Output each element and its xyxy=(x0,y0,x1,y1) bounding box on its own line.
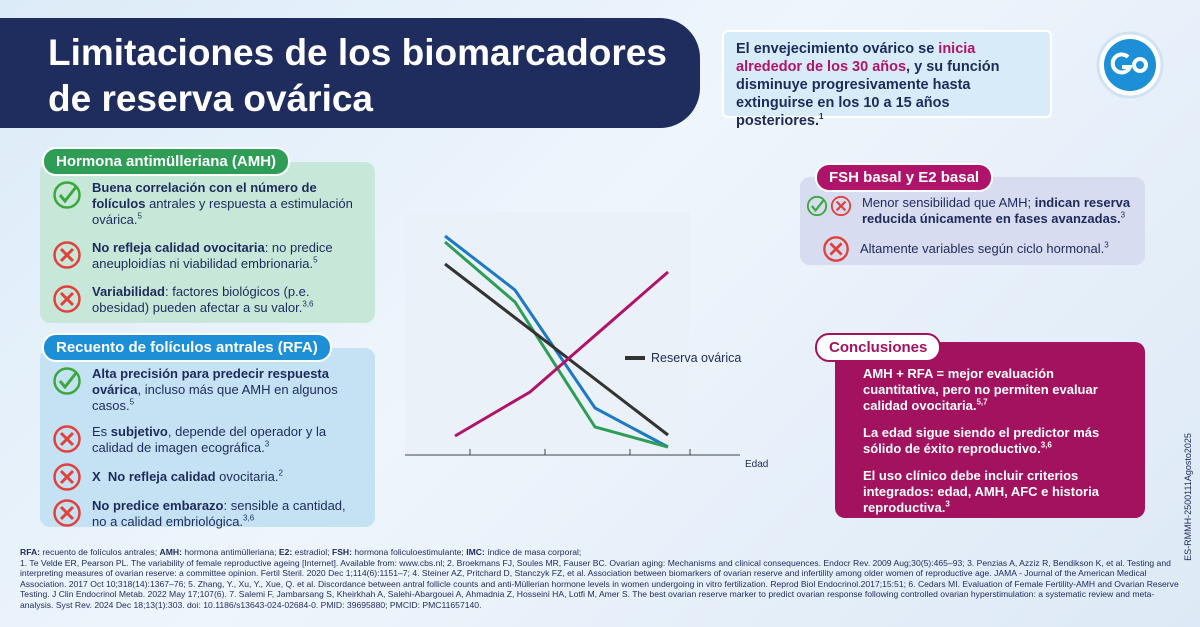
item-text: según ciclo hormonal. xyxy=(974,241,1105,256)
cross-icon xyxy=(830,195,852,217)
check-icon xyxy=(806,195,828,217)
abbr-term: IMC: xyxy=(466,547,485,557)
item-bold: Buena correlación con el número de folíc… xyxy=(92,180,317,211)
rfa-item: No predice embarazo: sensible a cantidad… xyxy=(52,498,361,530)
amh-item: Buena correlación con el número de folíc… xyxy=(52,180,361,228)
item-text: Menor sensibilidad que AMH; xyxy=(862,195,1035,210)
document-code: ES-RMMH-2500111Agosto2025 xyxy=(1183,433,1193,561)
references: 1. Te Velde ER, Pearson PL. The variabil… xyxy=(20,557,1179,610)
check-icon xyxy=(52,180,82,210)
item-bold: No refleja calidad ovocitaria xyxy=(92,240,265,255)
item-text: Altamente variables xyxy=(860,241,975,256)
abbr-def: hormona foliculoestimulante; xyxy=(352,547,467,557)
conclusions-label: Conclusiones xyxy=(815,333,942,362)
item-bold: Alta precisión para predecir respuesta o… xyxy=(92,366,329,397)
cross-icon xyxy=(52,462,82,492)
chart-area xyxy=(405,212,690,455)
conclusion: La edad sigue siendo el predictor más só… xyxy=(863,425,1131,457)
rfa-item: Es subjetivo, depende del operador y la … xyxy=(52,424,361,456)
reference: 3,6 xyxy=(243,513,255,523)
item-text: : no predice aneuploidías ni viabilidad … xyxy=(92,240,333,271)
conclusion: AMH + RFA = mejor evaluación cuantitativ… xyxy=(863,366,1131,414)
item-text: antrales y respuesta a estimulación ovár… xyxy=(92,196,353,227)
cross-icon xyxy=(52,240,82,270)
cross-icon xyxy=(52,424,82,454)
item-text: : factores biológicos (p.e. obesidad) pu… xyxy=(92,284,310,315)
reference: 3 xyxy=(1120,210,1126,220)
reference: 3 xyxy=(945,499,950,509)
schematic-chart: Reserva ovárica Edad xyxy=(405,212,768,470)
item-bold: No refleja calidad xyxy=(107,469,216,484)
conclusion-text: AMH + RFA = mejor evaluación cuantitativ… xyxy=(863,366,1098,413)
abbr-def: estradiol; xyxy=(292,547,332,557)
fsh-label: FSH basal y E2 basal xyxy=(815,163,994,192)
conclusion-text: El uso clínico debe incluir criterios in… xyxy=(863,468,1099,515)
conclusion: El uso clínico debe incluir criterios in… xyxy=(863,468,1131,516)
abbr-def: índice de masa corporal; xyxy=(484,547,582,557)
legend-label: Reserva ovárica xyxy=(651,351,741,365)
fsh-item: Altamente variables según ciclo hormonal… xyxy=(806,235,1133,263)
cross-icon xyxy=(822,235,850,263)
item-bold: subjetivo xyxy=(110,424,168,439)
item-text: , incluso más que AMH en algunos casos. xyxy=(92,382,338,413)
reference: 3,6 xyxy=(302,299,314,309)
trend-line xyxy=(454,270,669,438)
conclusions-box: AMH + RFA = mejor evaluación cuantitativ… xyxy=(835,342,1145,518)
item-bold: indican reserva reducida únicamente en f… xyxy=(862,195,1131,226)
item-bold: Variabilidad xyxy=(92,284,165,299)
check-icon xyxy=(52,366,82,396)
abbr-term: RFA: xyxy=(20,547,41,557)
amh-item: Variabilidad: factores biológicos (p.e. … xyxy=(52,284,361,316)
abbr-def: hormona antimülleriana; xyxy=(181,547,279,557)
trend-line xyxy=(444,262,669,437)
trend-line xyxy=(444,240,669,449)
rfa-item: X No refleja calidad ovocitaria.2 xyxy=(52,462,361,492)
reference: 5 xyxy=(313,255,318,265)
reference: 2 xyxy=(278,468,283,478)
reference: 3 xyxy=(264,439,270,449)
cross-icon xyxy=(52,498,82,528)
reference: 5 xyxy=(137,211,142,221)
reference: 5 xyxy=(129,397,135,407)
x-axis-label: Edad xyxy=(745,459,768,470)
conclusion-text: La edad sigue siendo el predictor más só… xyxy=(863,425,1100,456)
intro-text: , y su función disminuye progresivamente… xyxy=(736,59,1000,129)
rfa-box: Alta precisión para predecir respuesta o… xyxy=(40,348,375,530)
logo xyxy=(1096,31,1164,99)
abbr-term: E2: xyxy=(278,547,293,557)
reference: 1 xyxy=(819,112,824,122)
abbreviations: RFA: recuento de folículos antrales; AMH… xyxy=(20,547,1180,558)
rfa-item: Alta precisión para predecir respuesta o… xyxy=(52,366,361,414)
fsh-item: Menor sensibilidad que AMH; indican rese… xyxy=(806,195,1133,227)
title-banner: Limitaciones de los biomarcadores de res… xyxy=(0,18,700,128)
item-text: : sensible a cantidad, no a calidad embr… xyxy=(92,498,346,529)
item-text: , depende del operador y la calidad de i… xyxy=(92,424,327,455)
amh-item: No refleja calidad ovocitaria: no predic… xyxy=(52,240,361,272)
item-text: ovocitaria. xyxy=(215,469,279,484)
rfa-label: Recuento de folículos antrales (RFA) xyxy=(42,333,332,362)
reference: 3 xyxy=(1104,240,1109,250)
abbr-term: AMH: xyxy=(159,547,182,557)
axis-ticks xyxy=(469,449,691,455)
abbr-def: recuento de folículos antrales; xyxy=(40,547,160,557)
item-bold: X xyxy=(92,469,108,484)
intro-highlight: inicia alrededor de los 30 años xyxy=(736,41,976,75)
intro-box: El envejecimiento ovárico se inicia alre… xyxy=(722,30,1052,129)
item-bold: No predice embarazo xyxy=(92,498,224,513)
title: Limitaciones de los biomarcadores de res… xyxy=(48,32,667,119)
reference: 5,7 xyxy=(976,397,988,407)
cross-icon xyxy=(52,284,82,314)
item-text: Es xyxy=(92,424,111,439)
amh-label: Hormona antimülleriana (AMH) xyxy=(42,147,291,176)
footer: RFA: recuento de folículos antrales; AMH… xyxy=(20,547,1180,610)
amh-box: Buena correlación con el número de folíc… xyxy=(40,162,375,323)
intro-text: El envejecimiento ovárico se xyxy=(736,41,939,57)
reference: 3,6 xyxy=(1040,440,1052,450)
abbr-term: FSH: xyxy=(331,547,353,557)
